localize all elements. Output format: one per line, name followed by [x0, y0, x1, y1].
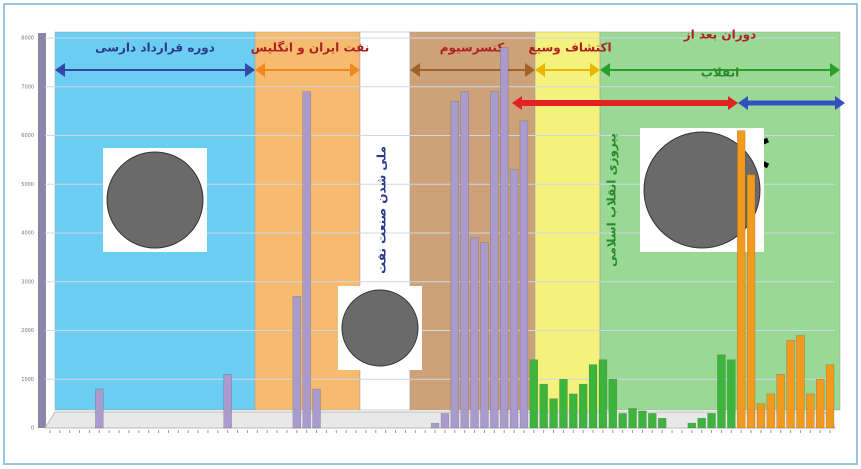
bar [648, 413, 656, 428]
bar [737, 131, 745, 428]
photo [342, 290, 418, 366]
y-tick-label: 5000 [21, 182, 34, 188]
bar [520, 121, 528, 428]
y-tick-label: 4000 [21, 231, 34, 237]
bar [698, 418, 706, 428]
era-label: نفت ایران و انگلیس [251, 41, 370, 56]
bar [629, 409, 637, 429]
era-label: ملی شدن صنعت نفت [375, 146, 389, 274]
bar [757, 404, 765, 428]
bar [599, 360, 607, 428]
bar [559, 379, 567, 428]
bar [816, 379, 824, 428]
bar [658, 418, 666, 428]
bar [796, 335, 804, 428]
bar [767, 394, 775, 428]
bar [95, 389, 103, 428]
photo [107, 152, 203, 248]
y-tick-label: 1000 [21, 377, 34, 383]
bar [303, 92, 311, 428]
y-tick-label: 8000 [21, 36, 34, 42]
bar [510, 170, 518, 428]
bar [777, 374, 785, 428]
bar [490, 92, 498, 428]
bar [708, 413, 716, 428]
bar [471, 238, 479, 428]
bar [806, 394, 814, 428]
bar [579, 384, 587, 428]
bar [461, 92, 469, 428]
bar [540, 384, 548, 428]
bar [619, 413, 627, 428]
era-label: دوران بعد از [683, 28, 756, 43]
bar [747, 175, 755, 429]
era-label: اکتشاف وسیع [528, 41, 611, 56]
era-panel [535, 32, 600, 410]
bar [589, 365, 597, 428]
y-tick-label: 6000 [21, 133, 34, 139]
y-tick-label: 7000 [21, 84, 34, 90]
bar [688, 423, 696, 428]
bar [569, 394, 577, 428]
y-tick-label: 0 [31, 426, 34, 432]
bar [293, 296, 301, 428]
era-label: کنسرسیوم [440, 41, 505, 56]
chart: 0 1000 2000 3000 4000 5000 6000 7000 8000 دوره قر… [0, 0, 861, 469]
bar [550, 399, 558, 428]
era-label: انقلاب [701, 66, 739, 80]
floor [45, 412, 835, 428]
bar [451, 101, 459, 428]
bar [313, 389, 321, 428]
bar [431, 423, 439, 428]
bar [727, 360, 735, 428]
y-axis-wall [38, 33, 46, 428]
bar [787, 340, 795, 428]
y-tick-label: 3000 [21, 279, 34, 285]
bar [530, 360, 538, 428]
bar [638, 411, 646, 428]
y-tick-label: 2000 [21, 328, 34, 334]
bar [500, 48, 508, 428]
bar [717, 355, 725, 428]
bar [224, 374, 232, 428]
bar [480, 243, 488, 428]
era-label: دوره قرارداد دارسی [95, 41, 215, 56]
bar [609, 379, 617, 428]
annotation: پیروزی انقلاب اسلامی [605, 133, 620, 267]
bar [826, 365, 834, 428]
bar [441, 413, 449, 428]
